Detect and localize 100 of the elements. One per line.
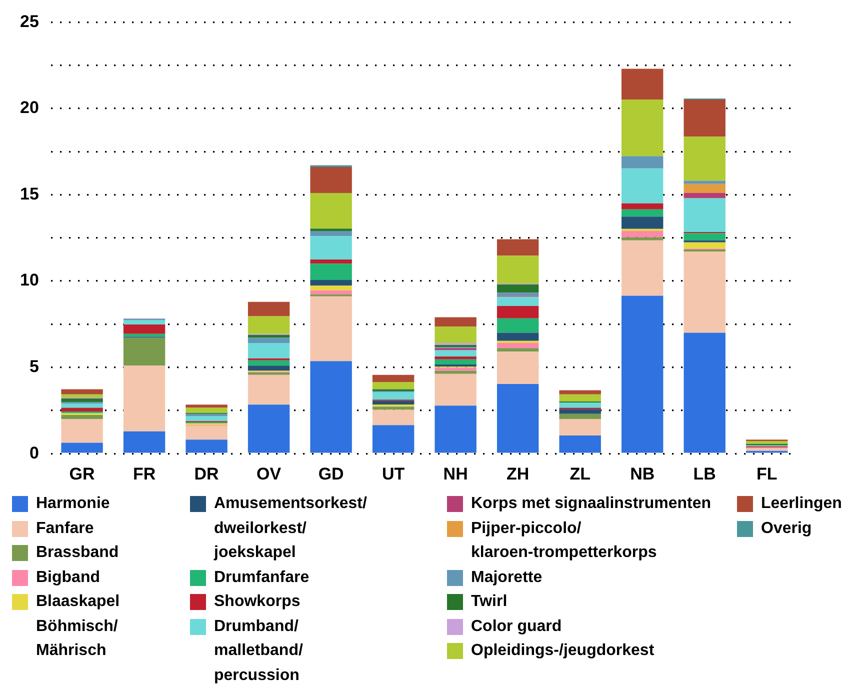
bar: [622, 209, 664, 217]
bar: [248, 334, 290, 338]
bar: [61, 419, 103, 443]
legend-label: Drumband/malletband/percussion: [214, 618, 303, 684]
bar: [434, 317, 476, 327]
legend-label: Leerlingen: [761, 495, 842, 512]
x-tick-label: NH: [443, 464, 468, 484]
bar: [123, 334, 166, 337]
bar: [496, 256, 539, 284]
bar: [559, 409, 601, 414]
bar: [496, 332, 539, 341]
legend-label: Fanfare: [36, 520, 94, 536]
bar: [684, 180, 726, 184]
bar: [622, 240, 664, 296]
bar: [684, 233, 726, 240]
legend-label: Bigband: [36, 568, 100, 586]
bar: [684, 100, 726, 137]
bar: [310, 290, 352, 294]
bar: [496, 239, 539, 256]
legend-label: Blaaskapel Böhmisch/Mährisch: [36, 593, 120, 659]
bar: [496, 384, 539, 453]
bar: [622, 296, 664, 453]
bar: [248, 338, 290, 343]
bar: [434, 374, 476, 406]
x-tick-label: FR: [132, 464, 156, 484]
bar: [186, 404, 228, 408]
bar: [434, 356, 476, 360]
bar: [434, 350, 476, 356]
bar: [310, 259, 352, 264]
legend-label: Drumfanfare: [214, 568, 310, 586]
bar: [559, 390, 601, 394]
bar: [496, 296, 539, 306]
y-tick-label: 25: [20, 12, 39, 31]
x-tick-label: DR: [194, 464, 219, 484]
x-tick-label: NB: [630, 464, 655, 484]
bar: [248, 404, 290, 453]
bar: [622, 100, 664, 156]
bar: [684, 184, 726, 194]
bar: [61, 442, 103, 453]
bar: [123, 324, 166, 334]
bar: [310, 264, 352, 280]
bar: [310, 193, 352, 229]
bar: [684, 249, 726, 252]
legend-label: Brassband: [36, 544, 119, 561]
bar: [622, 203, 664, 210]
bar: [248, 316, 290, 334]
x-tick-label: GR: [69, 464, 95, 484]
bar: [559, 414, 601, 420]
bar: [310, 286, 352, 290]
legend-label: Overig: [761, 520, 812, 536]
bar: [684, 242, 726, 249]
x-tick-label: ZH: [506, 464, 530, 484]
bar: [310, 361, 352, 453]
legend-label: Twirl: [471, 593, 508, 610]
bar: [248, 374, 290, 405]
bar: [559, 435, 601, 453]
x-tick-label: ZL: [570, 464, 590, 484]
x-tick-label: OV: [256, 464, 282, 484]
bar: [746, 441, 788, 444]
bar: [684, 252, 726, 333]
x-tick-label: FL: [756, 464, 778, 484]
bar: [310, 296, 352, 362]
legend-label: Pijper-piccolo/klaroen-trompetterkorps: [471, 520, 657, 561]
bar: [186, 416, 228, 422]
bar: [372, 400, 414, 405]
legend-label: Majorette: [471, 568, 542, 586]
bar: [496, 292, 539, 296]
bar: [123, 366, 166, 432]
bar: [372, 374, 414, 382]
x-tick-label: LB: [693, 464, 716, 484]
bar: [496, 348, 539, 352]
bar: [372, 382, 414, 390]
bar: [61, 408, 103, 412]
bar: [559, 402, 601, 408]
bar: [372, 392, 414, 400]
bar: [434, 368, 476, 371]
legend-label: Harmonie: [36, 495, 110, 512]
bar: [186, 440, 228, 453]
y-tick-label: 10: [20, 270, 39, 290]
y-tick-label: 0: [29, 443, 39, 462]
bar: [372, 425, 414, 453]
bar: [684, 198, 726, 232]
bar: [684, 193, 726, 198]
bar: [746, 448, 788, 451]
bar: [186, 426, 228, 440]
bar: [372, 410, 414, 426]
bar: [622, 68, 664, 100]
x-tick-label: UT: [382, 464, 406, 484]
bar: [559, 394, 601, 402]
bar: [622, 168, 664, 204]
y-tick-label: 15: [20, 184, 39, 204]
legend-label: Korps met signaalinstrumenten: [471, 495, 712, 512]
bar: [61, 414, 103, 420]
bar: [434, 326, 476, 343]
bar: [622, 216, 664, 229]
bar: [61, 394, 103, 398]
bar: [248, 372, 290, 375]
bar: [434, 370, 476, 374]
x-tick-label: GD: [318, 464, 344, 484]
bar: [372, 406, 414, 410]
